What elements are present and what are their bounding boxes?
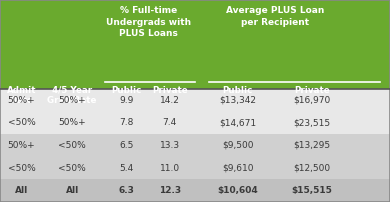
Text: All: All [66,186,79,195]
Text: 7.8: 7.8 [120,118,134,127]
Text: 14.2: 14.2 [160,96,179,105]
Text: % Full-time
Undergrads with
PLUS Loans: % Full-time Undergrads with PLUS Loans [106,6,191,38]
Text: Private: Private [294,86,330,95]
Text: 6.5: 6.5 [120,141,134,150]
Text: Admit
Rate: Admit Rate [7,86,36,105]
Bar [0,112,390,134]
Text: <50%: <50% [58,141,86,150]
Text: $12,500: $12,500 [293,164,331,173]
Text: <50%: <50% [58,164,86,173]
Text: 5.4: 5.4 [120,164,134,173]
Text: All: All [15,186,28,195]
Text: 11.0: 11.0 [160,164,180,173]
Text: $13,295: $13,295 [293,141,331,150]
Bar [0,89,390,112]
Text: Average PLUS Loan
per Recipient: Average PLUS Loan per Recipient [226,6,324,26]
Text: 6.3: 6.3 [119,186,135,195]
Text: $23,515: $23,515 [293,118,331,127]
Text: $10,604: $10,604 [218,186,258,195]
Text: $9,500: $9,500 [222,141,254,150]
Text: Private: Private [152,86,188,95]
Text: Public: Public [223,86,253,95]
Text: $15,515: $15,515 [292,186,332,195]
Text: 50%+: 50%+ [8,141,35,150]
Bar [0,157,390,179]
Text: <50%: <50% [7,118,35,127]
Text: 50%+: 50%+ [58,96,86,105]
Text: $9,610: $9,610 [222,164,254,173]
Text: $14,671: $14,671 [219,118,257,127]
Text: 12.3: 12.3 [159,186,181,195]
Text: $13,342: $13,342 [220,96,256,105]
Text: 7.4: 7.4 [163,118,177,127]
Bar [0,0,390,89]
Text: <50%: <50% [7,164,35,173]
Text: 4/5 Year
Grad Rate: 4/5 Year Grad Rate [48,86,97,105]
Text: 50%+: 50%+ [58,118,86,127]
Text: $16,970: $16,970 [293,96,331,105]
Text: 50%+: 50%+ [8,96,35,105]
Text: 9.9: 9.9 [120,96,134,105]
Bar [0,134,390,157]
Text: Public: Public [112,86,142,95]
Bar [0,179,390,202]
Text: 13.3: 13.3 [160,141,180,150]
